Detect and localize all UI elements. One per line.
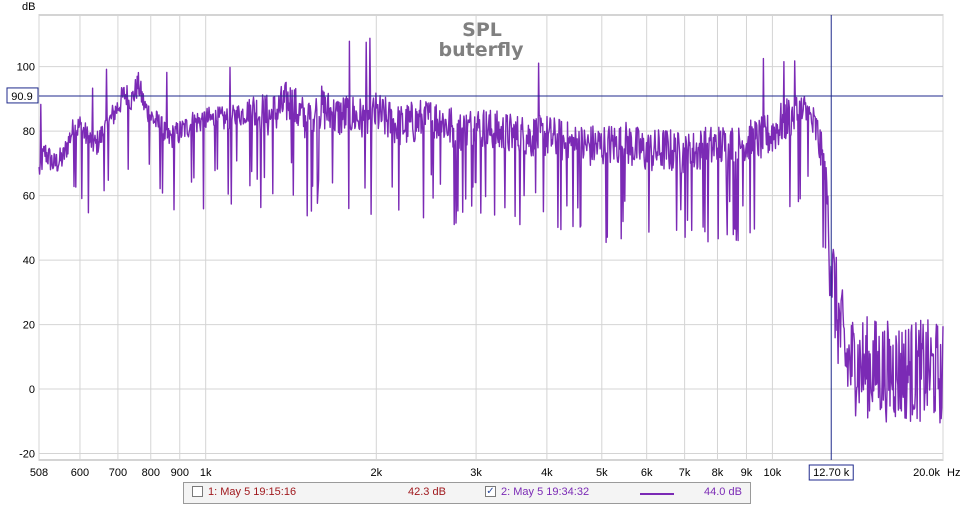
x-tick-label: 6k bbox=[641, 467, 653, 479]
y-tick-label: 40 bbox=[23, 255, 35, 267]
x-tick-label: 800 bbox=[142, 467, 160, 479]
y-tick-label: 0 bbox=[29, 384, 35, 396]
x-axis-unit: Hz bbox=[947, 467, 960, 479]
x-tick-label: 10k bbox=[764, 467, 782, 479]
y-tick-label: -20 bbox=[19, 449, 35, 461]
x-tick-label: 700 bbox=[109, 467, 127, 479]
x-tick-label: 8k bbox=[712, 467, 724, 479]
legend: 1: May 5 19:15:16 42.3 dB ✓ 2: May 5 19:… bbox=[183, 482, 751, 504]
x-tick-label: 20.0k bbox=[913, 467, 940, 479]
x-tick-label: 7k bbox=[679, 467, 691, 479]
y-tick-label: 80 bbox=[23, 126, 35, 138]
x-tick-label: 3k bbox=[470, 467, 482, 479]
series-2-checkbox[interactable]: ✓ bbox=[485, 486, 496, 497]
y-tick-label: 100 bbox=[17, 62, 35, 74]
x-tick-label: 1k bbox=[200, 467, 212, 479]
y-tick-label: 20 bbox=[23, 320, 35, 332]
y-axis-label: dB bbox=[22, 1, 35, 13]
series-1-label: 1: May 5 19:15:16 bbox=[208, 486, 296, 498]
x-tick-label: 4k bbox=[541, 467, 553, 479]
x-tick-label: 5k bbox=[596, 467, 608, 479]
x-tick-label: 508 bbox=[30, 467, 48, 479]
x-tick-label: 9k bbox=[741, 467, 753, 479]
x-axis-ticks: 508 600 700 800 900 1k 2k 3k 4k 5k 6k 7k 8k 9k 10k 20.0… bbox=[30, 467, 941, 479]
series-2-value: 44.0 dB bbox=[704, 486, 742, 498]
plot-area bbox=[39, 15, 943, 460]
x-tick-label: 900 bbox=[171, 467, 189, 479]
cursor-y-label: 90.9 bbox=[11, 91, 32, 103]
series-1-value: 42.3 dB bbox=[408, 486, 446, 498]
series-1-checkbox[interactable] bbox=[192, 486, 203, 497]
y-axis-ticks: -20 0 20 40 60 80 100 bbox=[17, 62, 35, 461]
series-2-label: 2: May 5 19:34:32 bbox=[501, 486, 589, 498]
chart-title: SPL bbox=[462, 19, 502, 41]
cursor-x-label: 12.70 k bbox=[813, 467, 850, 479]
y-tick-label: 60 bbox=[23, 191, 35, 203]
x-tick-label: 2k bbox=[370, 467, 382, 479]
chart-subtitle: buterfly bbox=[439, 39, 525, 61]
x-tick-label: 600 bbox=[71, 467, 89, 479]
series-2-line-swatch bbox=[640, 493, 674, 495]
